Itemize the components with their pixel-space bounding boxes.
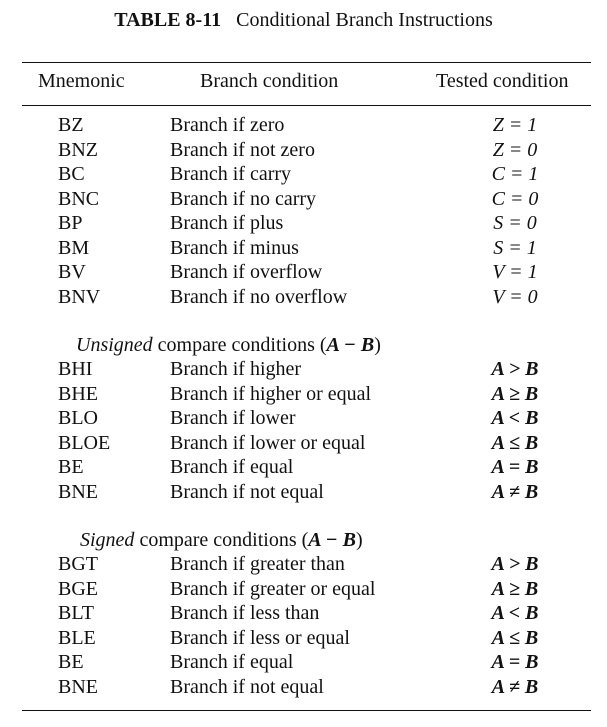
mnemonic-cell: BLOE — [58, 431, 111, 454]
mnemonic-cell: BLE — [58, 626, 96, 649]
branch-condition-cell: Branch if plus — [170, 212, 284, 234]
tested-condition-cell: Z = 0 — [492, 138, 538, 161]
mnemonic-cell: BLT — [58, 602, 94, 624]
branch-condition-cell: Branch if greater than — [170, 553, 345, 575]
table-row: BHE Branch if higher or equal A ≥ B — [0, 383, 607, 407]
branch-condition-cell: Branch if equal — [170, 651, 294, 673]
tested-condition-cell: S = 1 — [493, 236, 537, 259]
table-row: BHI Branch if higher A > B — [0, 358, 607, 382]
mnemonic-cell: BHE — [58, 382, 98, 405]
table-title: Conditional Branch Instructions — [236, 9, 493, 31]
branch-condition-cell: Branch if greater or equal — [170, 577, 376, 600]
table-row: BV Branch if overflow V = 1 — [0, 261, 607, 285]
tested-condition-cell: A = B — [491, 456, 539, 478]
branch-condition-cell: Branch if overflow — [170, 261, 323, 283]
mnemonic-cell: BC — [58, 163, 85, 185]
tested-condition-cell: A > B — [491, 553, 539, 575]
table-row: BNV Branch if no overflow V = 0 — [0, 286, 607, 310]
branch-condition-cell: Branch if less than — [170, 602, 320, 624]
table-row: BNZ Branch if not zero Z = 0 — [0, 139, 607, 163]
header-rule — [22, 105, 591, 106]
header-tested-condition: Tested condition — [436, 70, 569, 92]
tested-condition-cell: V = 1 — [492, 261, 538, 283]
tested-condition-cell: V = 0 — [492, 285, 538, 308]
branch-condition-cell: Branch if zero — [170, 114, 285, 136]
table-row: BLO Branch if lower A < B — [0, 407, 607, 431]
mnemonic-cell: BNC — [58, 187, 100, 210]
branch-condition-cell: Branch if not equal — [170, 480, 324, 503]
mnemonic-cell: BE — [58, 456, 84, 478]
table-row: BM Branch if minus S = 1 — [0, 237, 607, 261]
signed-keyword: Signed — [80, 529, 135, 551]
table-caption: TABLE 8-11 Conditional Branch Instructio… — [0, 9, 607, 32]
table-label: TABLE 8-11 — [114, 9, 222, 31]
mnemonic-cell: BHI — [58, 358, 93, 380]
unsigned-heading-expr: A − B — [326, 334, 375, 356]
table-row: BC Branch if carry C = 1 — [0, 163, 607, 187]
mnemonic-cell: BGT — [58, 553, 98, 575]
table-row: BLOE Branch if lower or equal A ≤ B — [0, 432, 607, 456]
table-row: BLE Branch if less or equal A ≤ B — [0, 627, 607, 651]
mnemonic-cell: BLO — [58, 407, 98, 429]
mnemonic-cell: BZ — [58, 114, 84, 136]
table-row: BE Branch if equal A = B — [0, 456, 607, 480]
top-rule — [22, 62, 591, 63]
unsigned-heading-close: ) — [374, 334, 381, 356]
unsigned-section-heading: Unsigned compare conditions (A − B) — [76, 334, 381, 357]
branch-condition-cell: Branch if no overflow — [170, 285, 348, 308]
unsigned-heading-rest: compare conditions ( — [152, 334, 327, 356]
branch-condition-cell: Branch if no carry — [170, 187, 317, 210]
tested-condition-cell: S = 0 — [493, 212, 537, 234]
header-mnemonic: Mnemonic — [38, 70, 125, 92]
branch-condition-cell: Branch if higher or equal — [170, 382, 372, 405]
branch-condition-cell: Branch if lower — [170, 407, 296, 429]
bottom-rule — [22, 710, 591, 711]
tested-condition-cell: A = B — [491, 651, 539, 673]
tested-condition-cell: C = 0 — [491, 187, 539, 210]
mnemonic-cell: BNZ — [58, 138, 98, 161]
table-row: BP Branch if plus S = 0 — [0, 212, 607, 236]
table-row: BNE Branch if not equal A ≠ B — [0, 481, 607, 505]
branch-condition-cell: Branch if less or equal — [170, 626, 350, 649]
tested-condition-cell: A < B — [491, 407, 539, 429]
signed-section-heading: Signed compare conditions (A − B) — [80, 529, 363, 552]
tested-condition-cell: A ≠ B — [491, 675, 539, 698]
mnemonic-cell: BNE — [58, 480, 98, 503]
tested-condition-cell: Z = 1 — [492, 114, 538, 136]
signed-heading-expr: A − B — [308, 529, 356, 551]
table-row: BE Branch if equal A = B — [0, 651, 607, 675]
tested-condition-cell: A > B — [491, 358, 539, 380]
branch-condition-cell: Branch if not zero — [170, 138, 315, 161]
table-row: BNE Branch if not equal A ≠ B — [0, 676, 607, 700]
mnemonic-cell: BGE — [58, 577, 98, 600]
mnemonic-cell: BE — [58, 651, 84, 673]
tested-condition-cell: A ≤ B — [491, 431, 539, 454]
tested-condition-cell: A ≥ B — [491, 577, 539, 600]
table-row: BZ Branch if zero Z = 1 — [0, 114, 607, 138]
mnemonic-cell: BM — [58, 236, 90, 259]
tested-condition-cell: A ≤ B — [491, 626, 539, 649]
branch-condition-cell: Branch if higher — [170, 358, 302, 380]
tested-condition-cell: A ≥ B — [491, 382, 539, 405]
table-row: BGT Branch if greater than A > B — [0, 553, 607, 577]
header-branch-condition: Branch condition — [200, 70, 339, 92]
branch-condition-cell: Branch if minus — [170, 236, 299, 259]
mnemonic-cell: BP — [58, 212, 83, 234]
tested-condition-cell: A < B — [491, 602, 539, 624]
mnemonic-cell: BNV — [58, 285, 101, 308]
unsigned-keyword: Unsigned — [76, 334, 153, 356]
signed-heading-rest: compare conditions ( — [134, 529, 309, 551]
branch-condition-cell: Branch if lower or equal — [170, 431, 366, 454]
branch-condition-cell: Branch if not equal — [170, 675, 324, 698]
table-row: BGE Branch if greater or equal A ≥ B — [0, 578, 607, 602]
mnemonic-cell: BNE — [58, 675, 98, 698]
signed-heading-close: ) — [355, 529, 363, 551]
table-row: BLT Branch if less than A < B — [0, 602, 607, 626]
tested-condition-cell: A ≠ B — [491, 480, 539, 503]
table-row: BNC Branch if no carry C = 0 — [0, 188, 607, 212]
mnemonic-cell: BV — [58, 261, 86, 283]
branch-condition-cell: Branch if equal — [170, 456, 294, 478]
tested-condition-cell: C = 1 — [491, 163, 539, 185]
branch-condition-cell: Branch if carry — [170, 163, 292, 185]
